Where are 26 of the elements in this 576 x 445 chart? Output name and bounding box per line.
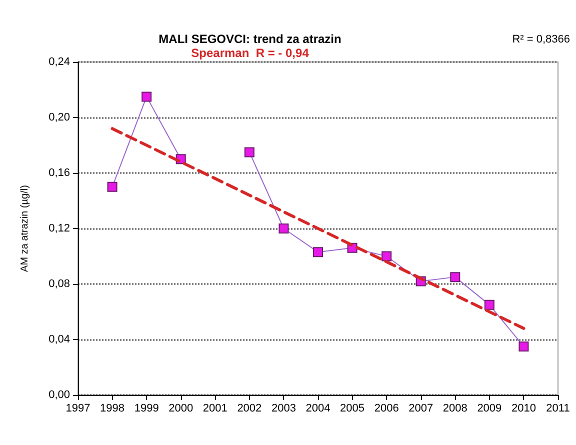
x-tick-label: 2004 — [306, 402, 330, 414]
x-tick-label: 1997 — [66, 402, 90, 414]
x-tick-label: 2002 — [237, 402, 262, 414]
chart-subtitle: Spearman R = - 0,94 — [191, 46, 310, 60]
y-tick-label: 0,24 — [48, 56, 70, 68]
x-tick-label: 1999 — [134, 402, 159, 414]
x-tick-label: 2008 — [442, 402, 468, 414]
y-tick-label: 0,04 — [48, 334, 70, 346]
y-tick-label: 0,12 — [48, 222, 70, 234]
text: R² = 0,8366 — [512, 34, 570, 46]
x-tick-label: 2000 — [168, 402, 194, 414]
y-tick-label: 0,20 — [48, 112, 70, 124]
y-axis-title: AM za atrazin (µg/l) — [20, 185, 30, 272]
x-tick-label: 2005 — [340, 402, 365, 414]
y-tick-label: 0,00 — [48, 389, 70, 401]
x-tick-label: 2003 — [271, 402, 296, 414]
x-tick-label: 2011 — [546, 402, 570, 414]
x-tick-label: 2006 — [374, 402, 399, 414]
x-tick-label: 2007 — [408, 402, 434, 414]
x-tick-label: 1998 — [100, 402, 125, 414]
x-tick-label: 2009 — [477, 402, 502, 414]
x-tick-label: 2001 — [202, 402, 228, 414]
y-tick-label: 0,08 — [48, 278, 70, 290]
y-tick-label: 0,16 — [48, 167, 70, 179]
chart-title: MALI SEGOVCI: trend za atrazin — [158, 32, 342, 46]
x-tick-label: 2010 — [511, 402, 536, 414]
